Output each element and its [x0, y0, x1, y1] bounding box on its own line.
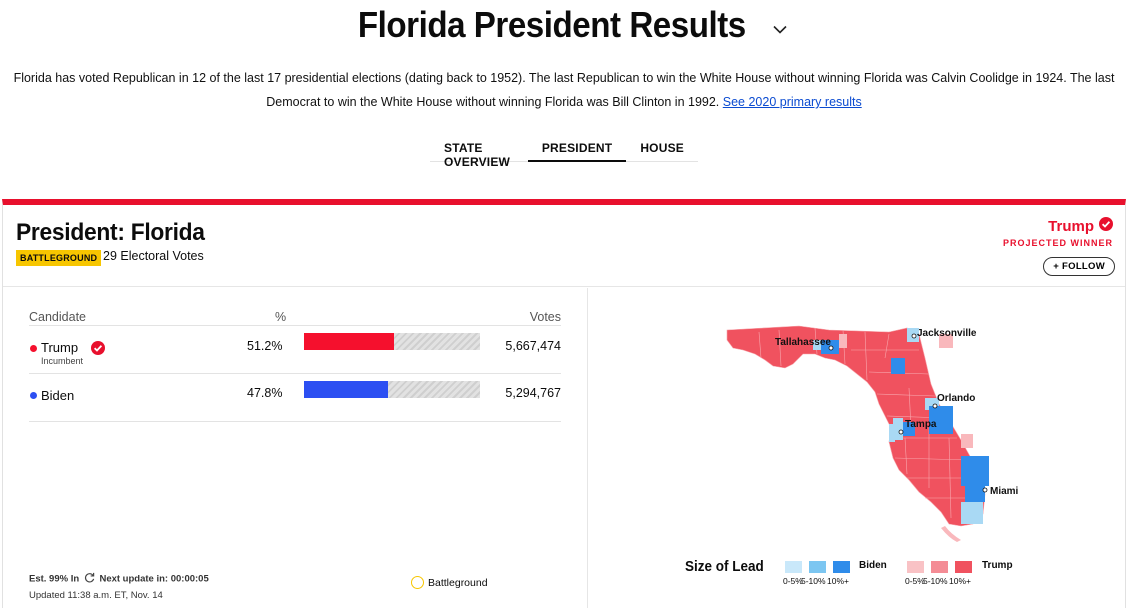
city-label-tampa: Tampa — [905, 419, 937, 430]
lead-legend-trump: Trump — [982, 560, 1013, 571]
trump-bin-label: 0-5% — [905, 576, 925, 586]
candidate-pct: 51.2% — [247, 339, 283, 353]
city-label-miami: Miami — [990, 486, 1019, 497]
battleground-circle-icon — [411, 576, 424, 589]
miami-dade-county[interactable] — [961, 502, 983, 524]
page-title: Florida President Results — [357, 4, 746, 45]
florida-state-shape[interactable] — [726, 325, 986, 527]
tab-president[interactable]: PRESIDENT — [527, 132, 627, 162]
projected-winner: Trump PROJECTED WINNER — [1003, 217, 1113, 248]
alachua-county[interactable] — [891, 358, 905, 374]
electoral-votes: 29 Electoral Votes — [103, 249, 204, 263]
biden-bin-label: 10%+ — [827, 576, 849, 586]
map-panel: Tallahassee Jacksonville Orlando Tampa M… — [589, 288, 1126, 608]
trump-bin-label: 5-10% — [923, 576, 948, 586]
florida-map[interactable]: Tallahassee Jacksonville Orlando Tampa M… — [589, 288, 1126, 556]
follow-button[interactable]: + FOLLOW — [1043, 257, 1115, 276]
updated-time: Updated 11:38 a.m. ET, Nov. 14 — [29, 590, 163, 601]
race-card-header: President: Florida BATTLEGROUND 29 Elect… — [3, 205, 1125, 287]
size-of-lead-legend: Size of Lead 0-5% 5-10% 10%+ Biden 0-5% … — [685, 556, 1045, 596]
header-votes: Votes — [529, 310, 561, 324]
trump-swatch-0-5 — [907, 561, 924, 573]
trump-dot-icon — [30, 345, 37, 352]
candidate-votes: 5,294,767 — [505, 386, 561, 400]
city-label-tallahassee: Tallahassee — [775, 337, 831, 348]
chevron-down-icon[interactable] — [773, 21, 787, 39]
primary-results-link[interactable]: See 2020 primary results — [722, 95, 862, 109]
race-card: President: Florida BATTLEGROUND 29 Elect… — [2, 199, 1126, 608]
table-row: Biden 47.8% 5,294,767 — [29, 374, 561, 422]
projected-winner-label: PROJECTED WINNER — [1002, 237, 1113, 248]
vote-bar-track — [304, 381, 480, 398]
biden-swatch-0-5 — [785, 561, 802, 573]
winner-name: Trump — [1048, 217, 1094, 235]
tab-state-overview[interactable]: STATE OVERVIEW — [444, 141, 511, 169]
next-update-time: 00:00:05 — [170, 573, 209, 585]
race-tabs: STATE OVERVIEW PRESIDENT HOUSE — [430, 132, 698, 169]
battleground-legend-label: Battleground — [428, 576, 488, 589]
vote-bar-track — [304, 333, 480, 350]
header-candidate: Candidate — [29, 310, 86, 324]
page-header: Florida President Results — [0, 4, 1128, 46]
orange-county[interactable] — [929, 406, 953, 434]
race-title: President: Florida — [16, 219, 205, 246]
vote-bar-fill — [304, 381, 389, 398]
trump-bin-label: 10%+ — [949, 576, 971, 586]
city-label-orlando: Orlando — [937, 393, 975, 404]
battleground-legend: Battleground — [411, 576, 488, 589]
biden-swatch-10-plus — [833, 561, 850, 573]
table-header: Candidate % Votes — [29, 298, 561, 326]
city-label-jacksonville: Jacksonville — [917, 328, 977, 339]
refresh-icon[interactable] — [84, 572, 95, 586]
candidate-votes: 5,667,474 — [505, 339, 561, 353]
results-table: Candidate % Votes Trump Incumbent 51.2% … — [29, 298, 561, 422]
vote-bar-fill — [304, 333, 395, 350]
intro-paragraph: Florida has voted Republican in 12 of th… — [6, 66, 1122, 114]
lead-legend-biden: Biden — [859, 560, 887, 571]
trump-swatch-10-plus — [955, 561, 972, 573]
table-row: Trump Incumbent 51.2% 5,667,474 — [29, 326, 561, 374]
reporting-status: Est. 99% In Next update in: 00:00:05 — [29, 572, 209, 586]
tab-house[interactable]: HOUSE — [640, 141, 684, 155]
biden-bin-label: 5-10% — [801, 576, 826, 586]
next-update-label: Next update in: — [99, 573, 169, 585]
candidate-pct: 47.8% — [247, 386, 283, 400]
results-panel: Candidate % Votes Trump Incumbent 51.2% … — [3, 288, 588, 608]
intro-text: Florida has voted Republican in 12 of th… — [13, 71, 1115, 109]
biden-dot-icon — [30, 392, 37, 399]
lead-legend-title: Size of Lead — [685, 558, 764, 575]
header-pct: % — [275, 310, 287, 324]
palm-beach-county[interactable] — [961, 456, 989, 486]
candidate-name: Biden — [41, 388, 75, 403]
est-in: Est. 99% In — [29, 573, 80, 585]
candidate-name: Trump — [41, 340, 79, 355]
candidate-subtitle: Incumbent — [41, 356, 84, 366]
biden-bin-label: 0-5% — [783, 576, 803, 586]
battleground-badge: BATTLEGROUND — [16, 250, 102, 266]
biden-swatch-5-10 — [809, 561, 826, 573]
broward-county[interactable] — [965, 486, 985, 502]
winner-check-icon — [91, 341, 105, 360]
trump-swatch-5-10 — [931, 561, 948, 573]
winner-check-icon — [1099, 217, 1113, 235]
